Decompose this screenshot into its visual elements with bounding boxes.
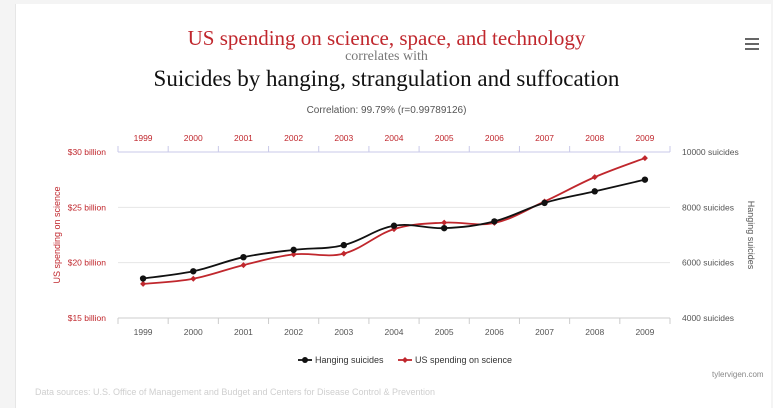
data-point-us-spending-on-science [190, 275, 197, 282]
data-point-us-spending-on-science [290, 251, 297, 258]
data-point-hanging-suicides [340, 241, 348, 249]
data-point-us-spending-on-science [641, 155, 648, 162]
data-point-hanging-suicides [440, 224, 448, 232]
data-point-us-spending-on-science [140, 280, 147, 287]
y-left-tick-label: $20 billion [68, 258, 107, 268]
y-left-axis-title: US spending on science [52, 186, 62, 283]
y-left-tick-label: $15 billion [68, 313, 107, 323]
data-point-us-spending-on-science [240, 262, 247, 269]
data-sources: Data sources: U.S. Office of Management … [35, 387, 436, 397]
data-point-us-spending-on-science [340, 250, 347, 257]
x-top-tick-label: 2001 [234, 133, 253, 143]
legend-label: US spending on science [415, 355, 512, 365]
legend-label: Hanging suicides [315, 355, 384, 365]
chart-frame [15, 4, 771, 408]
data-point-hanging-suicides [591, 188, 598, 195]
x-top-tick-label: 2007 [535, 133, 554, 143]
x-tick-label: 2006 [485, 327, 504, 337]
data-point-hanging-suicides [491, 218, 498, 225]
x-tick-label: 1999 [134, 327, 153, 337]
x-top-tick-label: 2006 [485, 133, 504, 143]
data-point-hanging-suicides [541, 199, 548, 207]
x-tick-label: 2007 [535, 327, 554, 337]
x-top-tick-label: 1999 [134, 133, 153, 143]
data-point-hanging-suicides [240, 253, 247, 261]
data-point-hanging-suicides [190, 268, 197, 275]
x-tick-label: 2001 [234, 327, 253, 337]
x-top-tick-label: 2002 [284, 133, 303, 143]
y-right-tick-label: 6000 suicides [682, 258, 734, 268]
chart-title-top: US spending on science, space, and techn… [187, 26, 586, 50]
x-tick-label: 2003 [334, 327, 353, 337]
x-top-tick-label: 2000 [184, 133, 203, 143]
x-top-tick-label: 2005 [435, 133, 454, 143]
chart-title-connector: correlates with [345, 49, 428, 64]
y-left-tick-label: $25 billion [68, 202, 107, 212]
x-top-tick-label: 2004 [385, 133, 404, 143]
legend-marker [402, 357, 408, 363]
x-tick-label: 2002 [284, 327, 303, 337]
hamburger-menu-icon[interactable] [745, 38, 759, 50]
y-right-axis-title: Hanging suicides [746, 201, 756, 270]
correlation-text: Correlation: 99.79% (r=0.99789126) [306, 105, 467, 116]
site-credit: tylervigen.com [712, 370, 764, 379]
y-right-tick-label: 10000 suicides [682, 147, 739, 157]
x-tick-label: 2000 [184, 327, 203, 337]
y-right-tick-label: 4000 suicides [682, 313, 734, 323]
data-point-us-spending-on-science [591, 174, 598, 181]
y-right-tick-label: 8000 suicides [682, 202, 734, 212]
data-point-hanging-suicides [641, 176, 649, 183]
data-point-hanging-suicides [139, 275, 147, 282]
x-tick-label: 2004 [385, 327, 404, 337]
x-tick-label: 2005 [435, 327, 454, 337]
x-tick-label: 2009 [635, 327, 654, 337]
data-point-us-spending-on-science [441, 219, 448, 226]
x-tick-label: 2008 [585, 327, 604, 337]
y-left-tick-label: $30 billion [68, 147, 107, 157]
x-top-tick-label: 2003 [334, 133, 353, 143]
data-point-hanging-suicides [290, 246, 297, 254]
x-top-tick-label: 2008 [585, 133, 604, 143]
legend-marker [302, 357, 308, 363]
chart-title-main: Suicides by hanging, strangulation and s… [153, 66, 620, 91]
data-point-hanging-suicides [390, 222, 398, 229]
x-top-tick-label: 2009 [635, 133, 654, 143]
